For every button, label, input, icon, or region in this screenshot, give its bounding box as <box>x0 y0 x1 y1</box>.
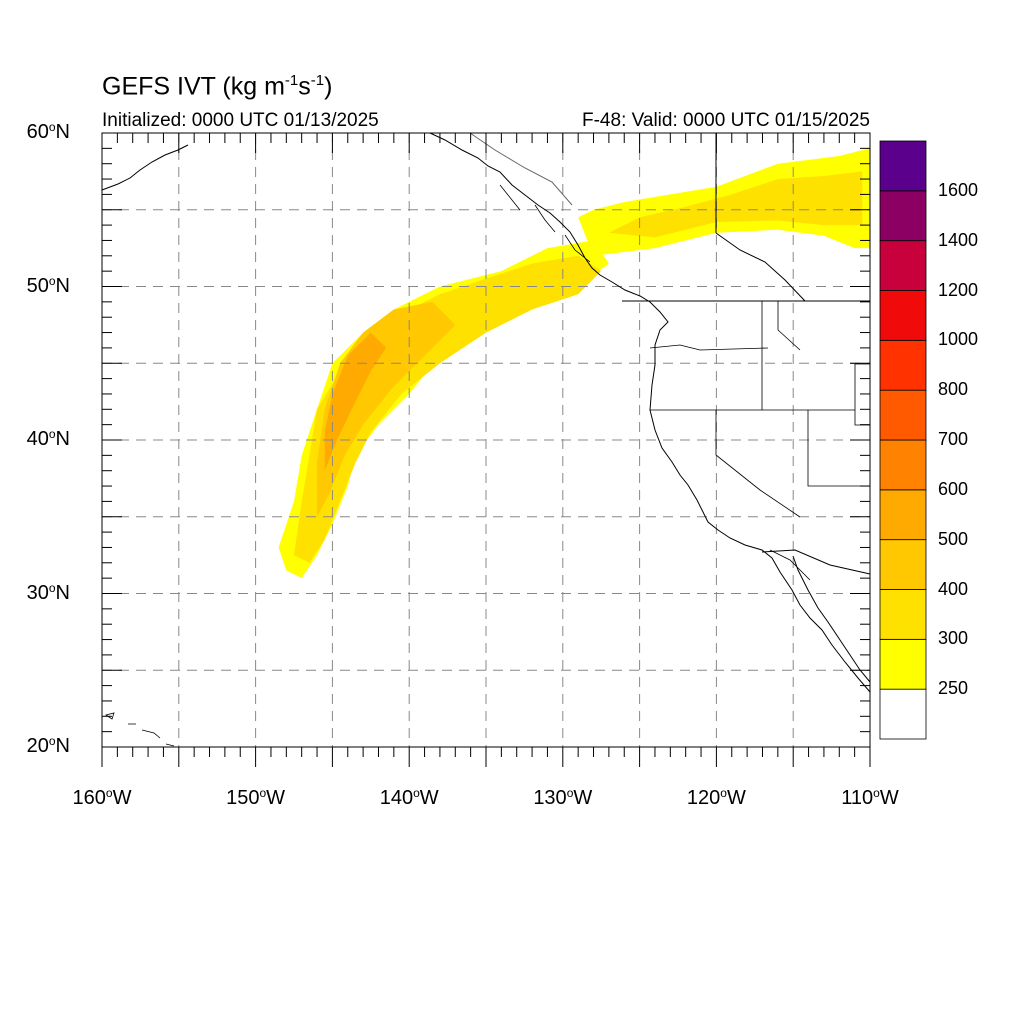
lon-label: 110oW <box>841 786 899 809</box>
colorbar-label: 1600 <box>938 179 979 200</box>
coastline-baja <box>792 555 871 683</box>
lat-label: 20oN <box>26 734 70 757</box>
coastline-alaska-west <box>101 144 189 191</box>
colorbar-label: 700 <box>938 429 969 449</box>
ivt-main-plume-500 <box>324 332 387 471</box>
lat-label: 30oN <box>26 580 70 604</box>
lat-lon-grid <box>102 133 870 747</box>
ivt-northern-plume-300 <box>608 171 863 238</box>
lon-label: 150oW <box>226 786 286 809</box>
initialized-time: Initialized: 0000 UTC 01/13/2025 <box>102 110 379 131</box>
colorbar-swatch <box>879 190 927 242</box>
border-alaska-canada <box>469 132 573 206</box>
colorbar-label: 500 <box>938 528 969 549</box>
colorbar-label: 300 <box>938 628 969 649</box>
colorbar <box>879 140 927 740</box>
valid-time: F-48: Valid: 0000 UTC 01/15/2025 <box>582 110 870 131</box>
colorbar-swatch <box>879 439 927 491</box>
coastline-bc-islands <box>499 184 591 263</box>
colorbar-swatch <box>879 589 927 640</box>
lat-label: 50oN <box>26 273 70 297</box>
colorbar-swatch <box>879 140 927 192</box>
colorbar-label: 1000 <box>938 329 979 350</box>
lat-label: 40oN <box>26 427 70 450</box>
map-title: GEFS IVT (kg m-1s-1) <box>102 72 333 101</box>
lat-label: 60oN <box>26 120 70 143</box>
colorbar-swatch <box>879 489 927 541</box>
lon-label: 130oW <box>533 786 593 809</box>
colorbar-label: 250 <box>938 678 969 699</box>
lon-label: 160oW <box>72 786 132 809</box>
colorbar-label: 800 <box>938 379 969 400</box>
colorbar-swatch <box>879 290 927 341</box>
colorbar-swatch <box>879 389 927 441</box>
axis-ticks <box>101 132 871 767</box>
islands-hawaii-channel <box>105 712 175 747</box>
colorbar-swatch <box>879 339 927 391</box>
coastlines-and-borders <box>101 132 871 747</box>
state-borders <box>649 301 870 581</box>
colorbar-label: 1200 <box>938 279 979 300</box>
colorbar-label: 1400 <box>938 229 979 250</box>
colorbar-swatch <box>879 539 927 590</box>
border-bc-alberta <box>715 232 806 302</box>
border-us-mexico <box>761 549 871 575</box>
colorbar-label: 400 <box>938 578 969 599</box>
colorbar-swatch <box>879 688 927 740</box>
lon-label: 140oW <box>379 786 439 809</box>
colorbar-label: 600 <box>938 478 969 499</box>
colorbar-swatch <box>879 638 927 690</box>
lon-label: 120oW <box>686 786 746 809</box>
colorbar-swatch <box>879 240 927 291</box>
coastline-north-america <box>429 132 871 693</box>
